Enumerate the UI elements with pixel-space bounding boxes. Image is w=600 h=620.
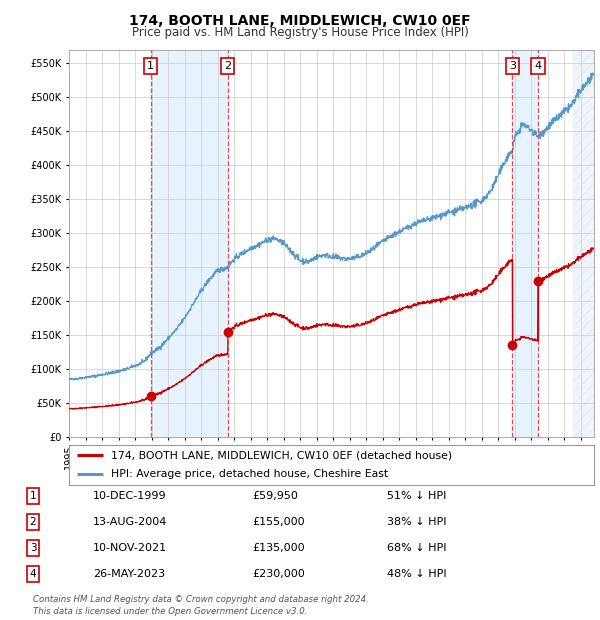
Text: 68% ↓ HPI: 68% ↓ HPI [387,543,446,553]
Text: 3: 3 [29,543,37,553]
Bar [572,50,594,437]
Bar [512,50,538,437]
Text: Price paid vs. HM Land Registry's House Price Index (HPI): Price paid vs. HM Land Registry's House … [131,26,469,39]
Text: 174, BOOTH LANE, MIDDLEWICH, CW10 0EF: 174, BOOTH LANE, MIDDLEWICH, CW10 0EF [129,14,471,28]
Text: 48% ↓ HPI: 48% ↓ HPI [387,569,446,579]
Text: £230,000: £230,000 [252,569,305,579]
Text: 13-AUG-2004: 13-AUG-2004 [93,517,167,527]
Text: £135,000: £135,000 [252,543,305,553]
Text: 51% ↓ HPI: 51% ↓ HPI [387,491,446,501]
Text: 38% ↓ HPI: 38% ↓ HPI [387,517,446,527]
Bar [151,50,228,437]
Text: 2: 2 [224,61,232,71]
Text: 1: 1 [147,61,154,71]
Text: £155,000: £155,000 [252,517,305,527]
Text: HPI: Average price, detached house, Cheshire East: HPI: Average price, detached house, Ches… [111,469,388,479]
Text: 174, BOOTH LANE, MIDDLEWICH, CW10 0EF (detached house): 174, BOOTH LANE, MIDDLEWICH, CW10 0EF (d… [111,450,452,461]
Text: Contains HM Land Registry data © Crown copyright and database right 2024.
This d: Contains HM Land Registry data © Crown c… [33,595,369,616]
Text: 1: 1 [29,491,37,501]
Text: £59,950: £59,950 [252,491,298,501]
Text: 4: 4 [535,61,541,71]
Text: 4: 4 [29,569,37,579]
Text: 2: 2 [29,517,37,527]
Text: 10-DEC-1999: 10-DEC-1999 [93,491,167,501]
Text: 10-NOV-2021: 10-NOV-2021 [93,543,167,553]
Text: 26-MAY-2023: 26-MAY-2023 [93,569,165,579]
Text: 3: 3 [509,61,516,71]
